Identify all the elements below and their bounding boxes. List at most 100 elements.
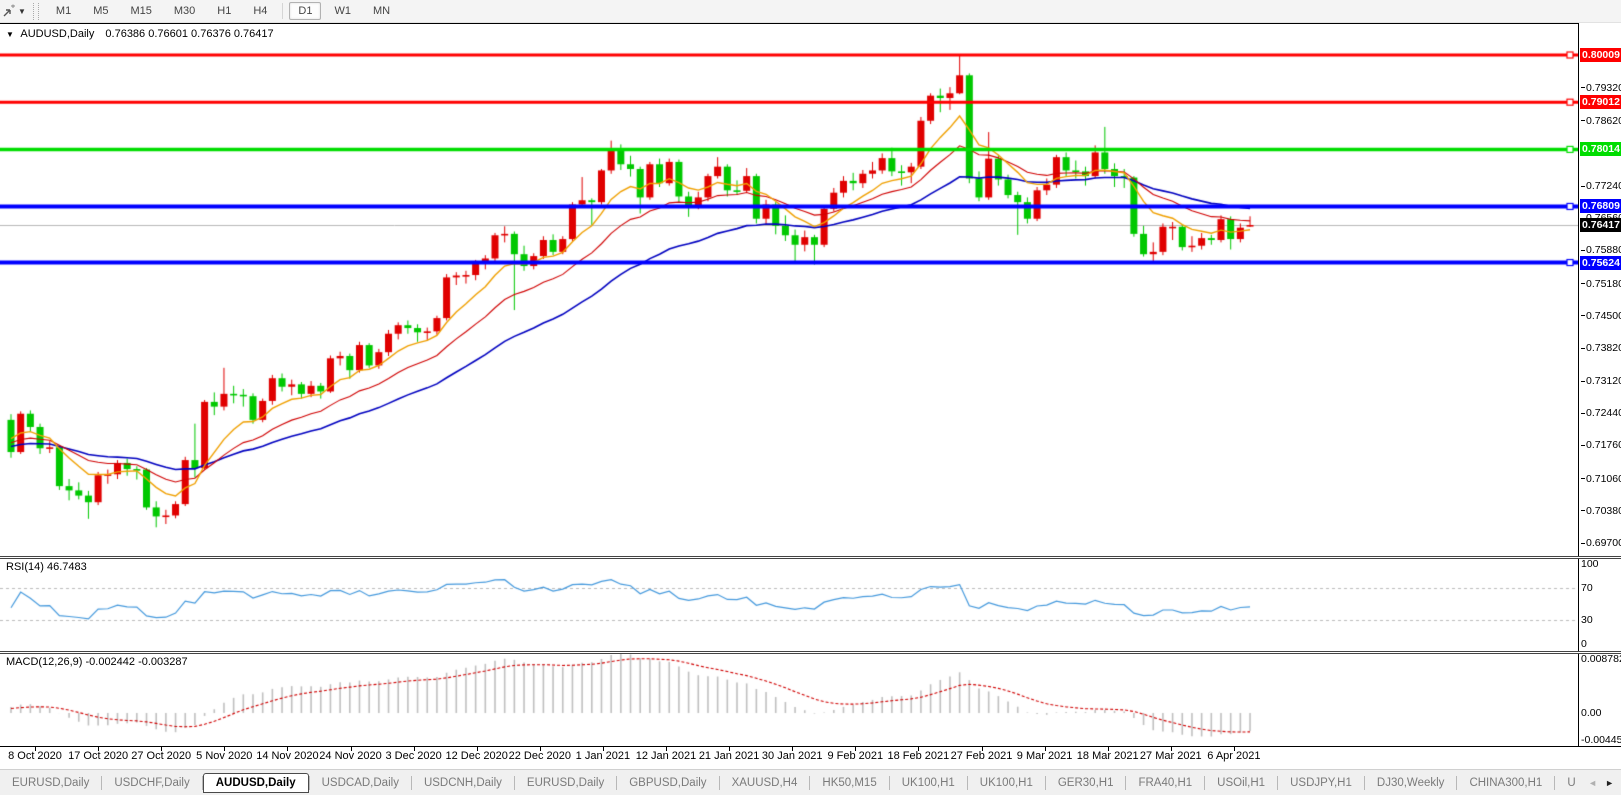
symbol-tab-usdjpy-h1[interactable]: USDJPY,H1 bbox=[1290, 777, 1352, 789]
date-tick bbox=[224, 747, 226, 751]
macd-panel-splitter[interactable] bbox=[0, 651, 1621, 654]
price-axis-tick: 0.73820 bbox=[1581, 342, 1621, 354]
price-axis-tick: 0.70380 bbox=[1581, 505, 1621, 517]
symbol-dropdown-icon[interactable]: ▼ bbox=[6, 30, 14, 39]
tab-separator bbox=[201, 776, 203, 790]
price-level-badge: 0.79012 bbox=[1580, 95, 1621, 110]
tab-separator bbox=[101, 776, 103, 790]
chart-title: ▼ AUDUSD,Daily 0.76386 0.76601 0.76376 0… bbox=[6, 28, 274, 40]
tab-separator bbox=[809, 776, 811, 790]
date-tick bbox=[287, 747, 289, 751]
timeframe-button-mn[interactable]: MN bbox=[372, 5, 391, 17]
price-level-badge: 0.75624 bbox=[1580, 255, 1621, 270]
chart-window-top-border bbox=[0, 23, 1621, 24]
tab-scroll-right-icon[interactable]: ► bbox=[1605, 778, 1614, 788]
rsi-indicator-panel[interactable] bbox=[0, 559, 1578, 651]
timeframe-button-m15[interactable]: M15 bbox=[130, 5, 152, 17]
date-tick bbox=[981, 747, 983, 751]
price-level-badge: 0.76417 bbox=[1580, 218, 1621, 232]
date-label: 8 Oct 2020 bbox=[8, 750, 62, 762]
price-axis-tick: 0.74500 bbox=[1581, 310, 1621, 322]
symbol-tab-bar: EURUSD,Daily USDCHF,Daily AUDUSD,Daily USDC… bbox=[0, 769, 1621, 795]
date-label: 17 Oct 2020 bbox=[68, 750, 129, 762]
symbol-tab-usdcad-daily[interactable]: USDCAD,Daily bbox=[321, 777, 399, 789]
date-label: 27 Feb 2021 bbox=[950, 750, 1013, 762]
symbol-tab-hk50-m15[interactable]: HK50,M15 bbox=[822, 777, 877, 789]
symbol-tab-china300-h1[interactable]: CHINA300,H1 bbox=[1469, 777, 1543, 789]
timeframe-button-m5[interactable]: M5 bbox=[93, 5, 109, 17]
price-level-badge: 0.76809 bbox=[1580, 199, 1621, 214]
tab-separator bbox=[1044, 776, 1046, 790]
tab-scroll-arrows: ◄ ► bbox=[1584, 776, 1621, 790]
tab-separator bbox=[1456, 776, 1458, 790]
rsi-axis-label: 70 bbox=[1581, 582, 1593, 594]
date-label: 5 Nov 2020 bbox=[196, 750, 253, 762]
macd-axis-label: 0.00 bbox=[1581, 707, 1602, 719]
date-tick bbox=[161, 747, 163, 751]
price-axis-tick: 0.78620 bbox=[1581, 115, 1621, 127]
macd-indicator-panel[interactable] bbox=[0, 654, 1578, 746]
timeframe-buttons: M1 M5 M15 M30 H1 H4 D1 W1 MN bbox=[45, 2, 401, 20]
symbol-tab-usoil-h1[interactable]: USOil,H1 bbox=[1217, 777, 1266, 789]
macd-axis-label: -0.004453 bbox=[1581, 734, 1621, 747]
symbol-tab-usdchf-daily[interactable]: USDCHF,Daily bbox=[114, 777, 190, 789]
symbol-tab-audusd-daily[interactable]: AUDUSD,Daily bbox=[202, 773, 309, 793]
rsi-axis-label: 30 bbox=[1581, 614, 1593, 626]
toolbar-separator bbox=[282, 3, 284, 19]
timeframe-button-h4[interactable]: H4 bbox=[253, 5, 268, 17]
price-axis-tick: 0.73120 bbox=[1581, 375, 1621, 387]
rsi-panel-splitter[interactable] bbox=[0, 556, 1621, 559]
date-label: 18 Feb 2021 bbox=[887, 750, 950, 762]
symbol-tab-gbpusd-daily[interactable]: GBPUSD,Daily bbox=[629, 777, 707, 789]
symbol-tab-dj30-weekly[interactable]: DJ30,Weekly bbox=[1376, 777, 1445, 789]
date-label: 1 Jan 2021 bbox=[575, 750, 631, 762]
timeframe-button-w1[interactable]: W1 bbox=[334, 5, 351, 17]
tab-separator bbox=[888, 776, 890, 790]
time-axis[interactable]: 8 Oct 2020 17 Oct 2020 27 Oct 2020 5 Nov 20… bbox=[0, 747, 1621, 768]
date-label: 14 Nov 2020 bbox=[256, 750, 319, 762]
timeframe-button-m30[interactable]: M30 bbox=[173, 5, 196, 17]
symbol-tab-usdcnh-daily[interactable]: USDCNH,Daily bbox=[423, 777, 502, 789]
date-tick bbox=[729, 747, 731, 751]
symbol-tab-eurusd-daily[interactable]: EURUSD,Daily bbox=[12, 777, 90, 789]
timeframe-button-d1[interactable]: D1 bbox=[289, 2, 322, 20]
timeframe-button-m1[interactable]: M1 bbox=[55, 5, 72, 17]
date-tick bbox=[539, 747, 541, 751]
main-price-chart[interactable] bbox=[0, 24, 1578, 557]
date-tick bbox=[918, 747, 920, 751]
tab-separator bbox=[308, 776, 310, 790]
symbol-tab-u[interactable]: U bbox=[1567, 777, 1576, 789]
timeframe-button-h1[interactable]: H1 bbox=[217, 5, 232, 17]
price-axis-tick: 0.75180 bbox=[1581, 278, 1621, 290]
price-axis-tick: 0.71760 bbox=[1581, 439, 1621, 451]
date-tick bbox=[1233, 747, 1235, 751]
symbol-tab-eurusd-daily[interactable]: EURUSD,Daily bbox=[526, 777, 605, 789]
date-label: 18 Mar 2021 bbox=[1076, 750, 1139, 762]
symbol-tab-uk100-h1[interactable]: UK100,H1 bbox=[901, 777, 955, 789]
date-tick bbox=[1170, 747, 1172, 751]
symbol-tab-ger30-h1[interactable]: GER30,H1 bbox=[1057, 777, 1114, 789]
tab-separator bbox=[1277, 776, 1279, 790]
symbol-tab-fra40-h1[interactable]: FRA40,H1 bbox=[1138, 777, 1193, 789]
tab-scroll-left-icon[interactable]: ◄ bbox=[1588, 778, 1598, 788]
symbol-tab-uk100-h1[interactable]: UK100,H1 bbox=[979, 777, 1033, 789]
tab-separator bbox=[513, 776, 515, 790]
date-tick bbox=[1107, 747, 1109, 751]
symbol-tab-xauusd-h4[interactable]: XAUUSD,H4 bbox=[731, 777, 798, 789]
macd-axis-label: 0.008782 bbox=[1581, 653, 1621, 666]
date-tick bbox=[350, 747, 352, 751]
price-axis[interactable]: 0.793200.786200.779400.772400.765600.758… bbox=[1579, 23, 1621, 746]
price-level-badge: 0.80009 bbox=[1580, 48, 1621, 62]
date-label: 27 Mar 2021 bbox=[1139, 750, 1202, 762]
chart-cursor-icon[interactable] bbox=[1, 3, 17, 19]
price-axis-tick: 0.71060 bbox=[1581, 473, 1621, 485]
rsi-axis-label: 0 bbox=[1581, 638, 1587, 650]
price-level-badge: 0.78014 bbox=[1580, 142, 1621, 157]
price-axis-tick: 0.75880 bbox=[1581, 244, 1621, 256]
date-label: 3 Dec 2020 bbox=[385, 750, 442, 762]
date-label: 6 Apr 2021 bbox=[1207, 750, 1261, 762]
date-tick bbox=[1044, 747, 1046, 751]
toolbar-grip-handle[interactable] bbox=[32, 2, 39, 20]
chevron-down-icon[interactable]: ▼ bbox=[18, 6, 26, 16]
